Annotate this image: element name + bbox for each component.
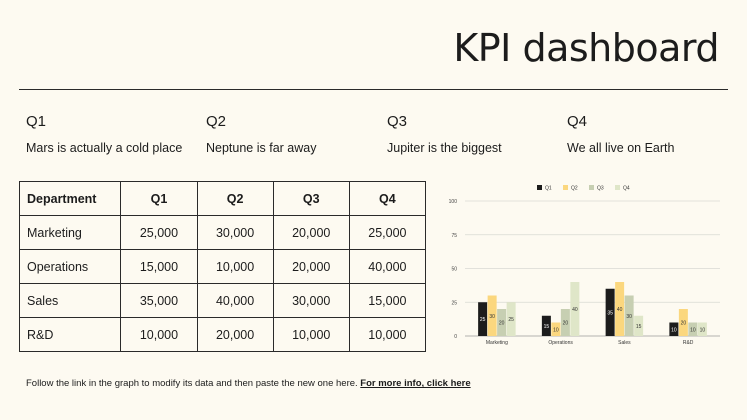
table-row: R&D 10,000 20,000 10,000 10,000: [18, 317, 427, 352]
bar: [506, 302, 516, 336]
value-cell: 20,000: [196, 317, 274, 352]
bar: [615, 282, 625, 336]
bar: [541, 315, 551, 336]
data-label: 30: [626, 314, 632, 320]
column-header: Q1: [120, 181, 198, 216]
value-cell: 15,000: [120, 249, 198, 284]
data-label: 10: [700, 327, 706, 333]
bar: [551, 322, 561, 336]
quarter-q2: Q2 Neptune is far away: [206, 113, 386, 155]
bar: [605, 288, 615, 336]
y-tick-label: 25: [451, 300, 457, 306]
bar: [560, 309, 570, 336]
page-title: KPI dashboard: [453, 26, 719, 70]
y-tick-label: 50: [451, 267, 457, 273]
quarter-description: We all live on Earth: [567, 141, 675, 155]
legend-label: Q3: [597, 186, 604, 192]
legend-label: Q1: [545, 186, 552, 192]
bar: [634, 315, 644, 336]
data-label: 35: [607, 310, 613, 316]
department-cell: Sales: [18, 283, 122, 318]
value-cell: 35,000: [120, 283, 198, 318]
x-tick-label: Operations: [548, 340, 573, 346]
legend-label: Q2: [571, 186, 578, 192]
x-tick-label: Marketing: [486, 340, 508, 346]
bar: [697, 322, 707, 336]
x-tick-label: Sales: [618, 340, 631, 346]
quarter-summary: Q1 Mars is actually a cold place Q2 Nept…: [26, 113, 726, 163]
bar: [678, 309, 688, 336]
footer-text: Follow the link in the graph to modify i…: [26, 378, 361, 389]
quarter-label: Q2: [206, 113, 227, 130]
column-header: Q3: [272, 181, 350, 216]
table-row: Operations 15,000 10,000 20,000 40,000: [18, 249, 427, 284]
bar: [570, 282, 580, 336]
quarter-q3: Q3 Jupiter is the biggest: [387, 113, 567, 155]
legend-swatch: [589, 185, 594, 190]
quarter-label: Q1: [26, 113, 47, 130]
legend-label: Q4: [623, 186, 630, 192]
data-label: 10: [690, 327, 696, 333]
department-cell: Operations: [18, 249, 122, 284]
quarter-description: Mars is actually a cold place: [26, 141, 183, 155]
data-label: 15: [544, 324, 550, 330]
data-label: 20: [499, 321, 505, 327]
bar: [478, 302, 488, 336]
table-row: Marketing 25,000 30,000 20,000 25,000: [18, 215, 427, 250]
value-cell: 10,000: [272, 317, 350, 352]
value-cell: 15,000: [348, 283, 427, 318]
table-header-row: Department Q1 Q2 Q3 Q4: [18, 181, 427, 216]
value-cell: 40,000: [348, 249, 427, 284]
value-cell: 25,000: [348, 215, 427, 250]
data-label: 30: [489, 314, 495, 320]
legend-swatch: [563, 185, 568, 190]
kpi-table: Department Q1 Q2 Q3 Q4 Marketing 25,000 …: [18, 181, 427, 352]
department-cell: Marketing: [18, 215, 122, 250]
y-tick-label: 100: [449, 199, 458, 205]
y-tick-label: 75: [451, 233, 457, 239]
value-cell: 30,000: [196, 215, 274, 250]
value-cell: 10,000: [348, 317, 427, 352]
data-label: 10: [671, 327, 677, 333]
footer-note: Follow the link in the graph to modify i…: [26, 378, 471, 389]
y-tick-label: 0: [454, 334, 457, 340]
data-label: 25: [508, 317, 514, 323]
bar: [497, 309, 507, 336]
data-label: 25: [480, 317, 486, 323]
table-row: Sales 35,000 40,000 30,000 15,000: [18, 283, 427, 318]
more-info-link[interactable]: For more info, click here: [360, 378, 471, 389]
data-label: 20: [563, 321, 569, 327]
quarter-q4: Q4 We all live on Earth: [567, 113, 747, 155]
legend-swatch: [537, 185, 542, 190]
department-cell: R&D: [18, 317, 122, 352]
title-divider: [19, 89, 728, 90]
value-cell: 40,000: [196, 283, 274, 318]
x-tick-label: R&D: [683, 340, 694, 346]
legend-swatch: [615, 185, 620, 190]
value-cell: 30,000: [272, 283, 350, 318]
data-label: 20: [681, 321, 687, 327]
bar: [669, 322, 679, 336]
bar: [624, 295, 634, 336]
data-label: 15: [636, 324, 642, 330]
column-header: Q4: [348, 181, 427, 216]
value-cell: 20,000: [272, 249, 350, 284]
value-cell: 10,000: [196, 249, 274, 284]
quarter-description: Jupiter is the biggest: [387, 141, 502, 155]
quarter-label: Q4: [567, 113, 588, 130]
bar: [487, 295, 497, 336]
column-header: Q2: [196, 181, 274, 216]
value-cell: 20,000: [272, 215, 350, 250]
quarter-description: Neptune is far away: [206, 141, 317, 155]
value-cell: 25,000: [120, 215, 198, 250]
quarter-label: Q3: [387, 113, 408, 130]
quarter-q1: Q1 Mars is actually a cold place: [26, 113, 206, 155]
bar: [688, 322, 698, 336]
value-cell: 10,000: [120, 317, 198, 352]
data-label: 10: [553, 327, 559, 333]
data-label: 40: [617, 307, 623, 313]
data-label: 40: [572, 307, 578, 313]
column-header: Department: [18, 181, 122, 216]
